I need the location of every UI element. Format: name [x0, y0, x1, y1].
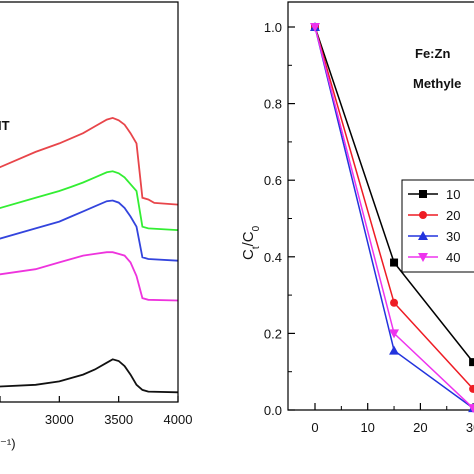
right-y-tick-label-1: 0.2	[264, 326, 282, 341]
right-series-group	[310, 22, 474, 414]
left-series-line-2	[0, 199, 179, 262]
right-y-ticks: 0.0 0.2 0.4 0.6 0.8 1.0	[264, 20, 295, 418]
legend-marker-0	[419, 190, 427, 198]
right-plot-frame	[287, 1, 474, 411]
right-series-3-point-0	[310, 23, 320, 32]
right-series-1-point-1	[390, 298, 399, 307]
right-x-tick-label-1: 10	[360, 420, 374, 435]
legend: 10 20 30 40	[401, 179, 474, 273]
right-x-ticks: 010203040	[311, 403, 474, 435]
legend-marker-3	[418, 253, 428, 262]
legend-label-1: 20	[446, 208, 460, 223]
left-series-line-0	[0, 116, 179, 206]
left-x-axis-label: ⁻¹)	[0, 436, 16, 451]
right-series-line-1	[314, 26, 474, 390]
left-panel: 3000 3500 4000 IT ⁻¹)	[0, 1, 192, 451]
y-label-sub-0: 0	[251, 225, 262, 231]
right-y-tick-label-0: 0.0	[264, 403, 282, 418]
right-x-tick-label-2: 20	[413, 420, 427, 435]
right-panel: 0.0 0.2 0.4 0.6 0.8 1.0 0 10 20 30 40 Fe:Zn Methy…	[240, 1, 474, 435]
right-series-line-0	[314, 26, 474, 364]
left-plot-frame	[0, 1, 179, 403]
legend-label-3: 40	[446, 250, 460, 265]
y-label-sub-t: t	[251, 246, 262, 249]
right-y-axis-label: Ct/C0	[240, 225, 262, 260]
legend-label-2: 30	[446, 229, 460, 244]
right-series-1-point-2	[469, 384, 474, 393]
right-series-0-point-2	[469, 358, 474, 367]
left-x-ticks: 3000 3500 4000	[0, 396, 192, 427]
right-series-3-point-2	[468, 404, 474, 414]
right-annotation-2: Methyle	[413, 76, 461, 91]
left-annotation: IT	[0, 118, 10, 133]
legend-marker-1	[419, 211, 427, 219]
legend-marker-2	[418, 231, 428, 240]
right-x-tick-label-3: 30	[466, 420, 474, 435]
right-y-tick-label-3: 0.6	[264, 173, 282, 188]
left-x-tick-label-2: 3000	[45, 412, 74, 427]
left-plot-area	[0, 116, 179, 394]
legend-label-0: 10	[446, 187, 460, 202]
right-annotation-1: Fe:Zn	[415, 46, 450, 61]
right-series-3-point-1	[389, 329, 400, 339]
right-y-tick-label-2: 0.4	[264, 250, 282, 265]
right-series-2-point-1	[389, 345, 400, 355]
left-series-line-3	[0, 251, 179, 302]
right-y-tick-label-4: 0.8	[264, 97, 282, 112]
right-y-tick-label-5: 1.0	[264, 20, 282, 35]
left-series-line-4	[0, 358, 179, 394]
left-series-line-1	[0, 170, 179, 231]
left-x-tick-label-4: 4000	[164, 412, 193, 427]
right-x-tick-label-0: 0	[311, 420, 318, 435]
right-series-0-point-1	[390, 258, 399, 267]
left-x-tick-label-3: 3500	[104, 412, 133, 427]
